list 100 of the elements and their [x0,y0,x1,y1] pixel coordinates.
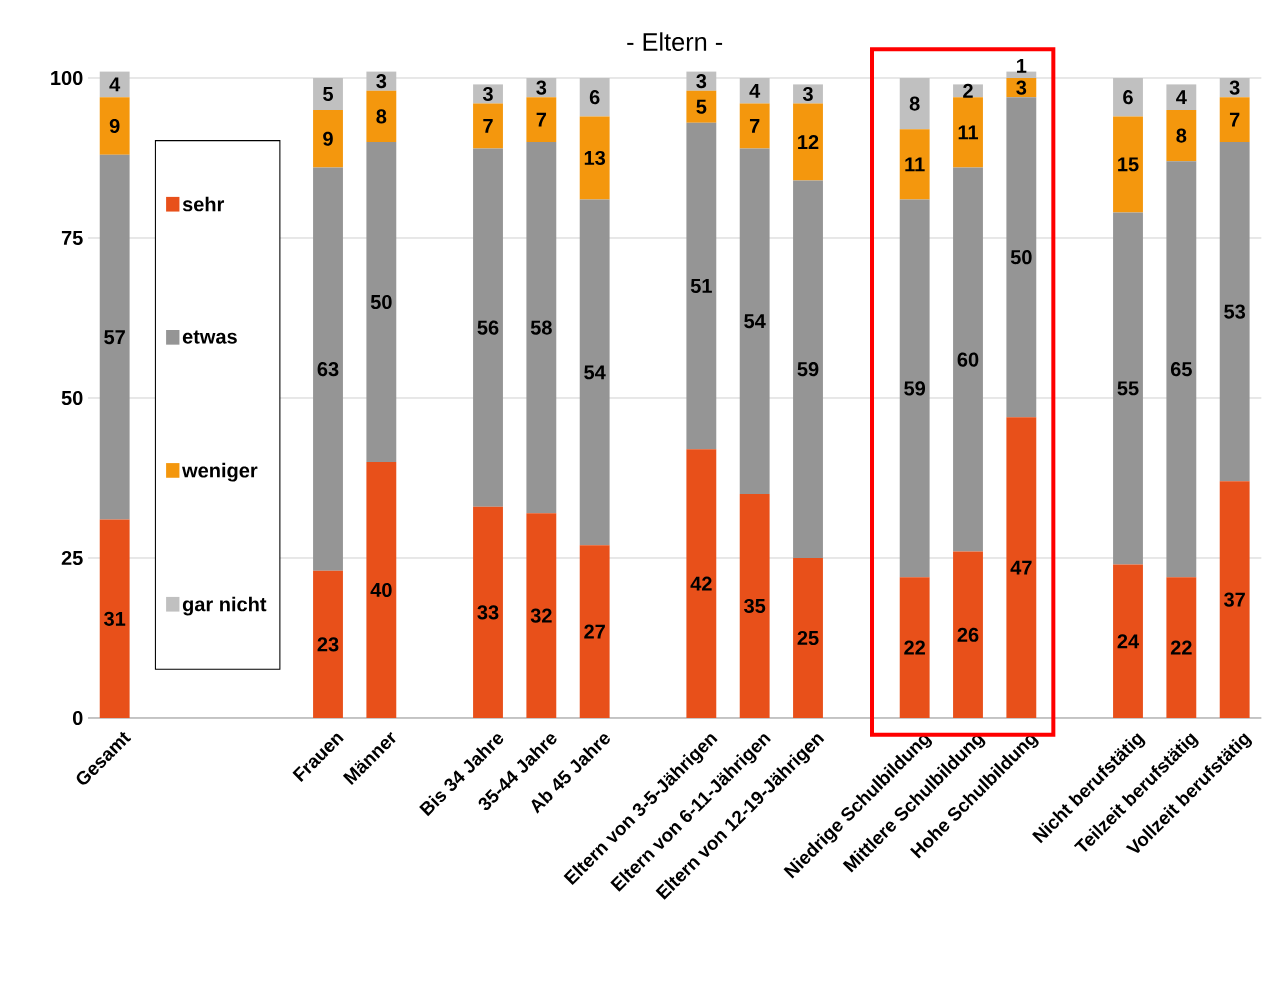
bar [953,551,983,718]
bar [579,199,610,546]
data-label: 8 [909,96,920,111]
bar [793,180,823,558]
data-label: 40 [370,582,392,598]
bar [313,109,343,168]
y-tick-label: 50 [61,390,83,406]
data-label: 37 [1224,592,1245,607]
bar [1006,97,1037,418]
data-label: 1 [1017,58,1027,73]
data-label: 3 [802,86,813,102]
bar [1113,212,1143,565]
data-label: 33 [477,605,499,620]
data-label: 25 [797,630,819,646]
legend-label: sehr [182,196,225,212]
data-label: 7 [749,119,760,133]
data-label: 60 [957,352,979,367]
data-label: 3 [1229,80,1240,95]
bar [1113,77,1143,117]
data-label: 47 [1010,560,1032,575]
data-label: 50 [370,294,392,310]
data-label: 12 [798,135,819,149]
data-label: 3 [376,74,387,89]
bar [953,97,983,168]
data-label: 59 [797,362,819,377]
bar [526,97,557,142]
data-label: 50 [1010,250,1032,265]
bar [1166,84,1197,110]
bar [793,557,823,718]
data-label: 5 [696,99,707,114]
bar [793,103,823,181]
data-label: 7 [536,112,547,127]
data-label: 24 [1117,634,1140,649]
data-label: 7 [483,119,493,133]
bar [739,493,770,718]
data-label: 4 [749,83,761,98]
bar [1166,109,1197,162]
bar [1006,417,1037,718]
bar [1219,141,1250,482]
bar [686,122,717,450]
legend-label: gar nicht [182,596,267,616]
bar [1166,577,1197,718]
bar [99,97,130,155]
data-label: 9 [109,118,120,134]
bar [899,199,930,578]
data-label: 4 [109,77,121,92]
data-label: 3 [1016,80,1027,95]
bar [793,84,823,104]
bar [1113,116,1143,213]
data-label: 23 [317,637,339,652]
data-label: 51 [690,279,712,293]
legend-label: weniger [182,462,258,482]
bar [1219,97,1250,142]
bar [366,90,397,142]
data-label: 42 [690,576,712,591]
data-label: 8 [1176,128,1187,143]
data-label: 6 [589,90,600,105]
data-label: 22 [904,640,925,655]
data-label: 57 [104,330,125,345]
data-label: 7 [1229,112,1240,127]
bar [739,103,770,149]
bar [313,570,343,718]
data-label: 59 [904,381,926,396]
data-label: 54 [744,314,766,329]
data-label: 22 [1170,640,1192,655]
bar [686,449,717,718]
data-label: 63 [317,362,339,377]
bar [99,71,130,98]
bar [739,77,770,104]
data-label: 58 [530,320,552,335]
bar [313,77,343,110]
data-label: 26 [957,627,979,642]
data-label: 9 [323,131,333,146]
y-tick-label: 75 [61,231,83,245]
bar [899,77,930,130]
data-label: 3 [536,80,547,95]
data-label: 35 [744,598,766,614]
y-tick-label: 0 [72,710,83,726]
data-label: 32 [530,608,552,623]
bar [1166,161,1197,578]
data-label: 54 [584,365,606,380]
bar [366,141,397,462]
bar [473,103,503,149]
bar [99,519,130,718]
bar [953,167,983,552]
data-label: 56 [477,320,499,335]
bar [99,154,130,520]
data-label: 55 [1117,381,1139,396]
bar [366,461,397,718]
bar [526,141,557,514]
bar [526,513,557,718]
data-label: 2 [963,83,973,98]
data-label: 31 [104,611,126,626]
bar [739,148,770,494]
bar [899,129,930,200]
data-label: 8 [376,109,387,124]
data-label: 15 [1118,157,1139,172]
data-label: 11 [905,157,925,172]
bar [579,116,610,200]
data-label: 5 [323,87,334,101]
